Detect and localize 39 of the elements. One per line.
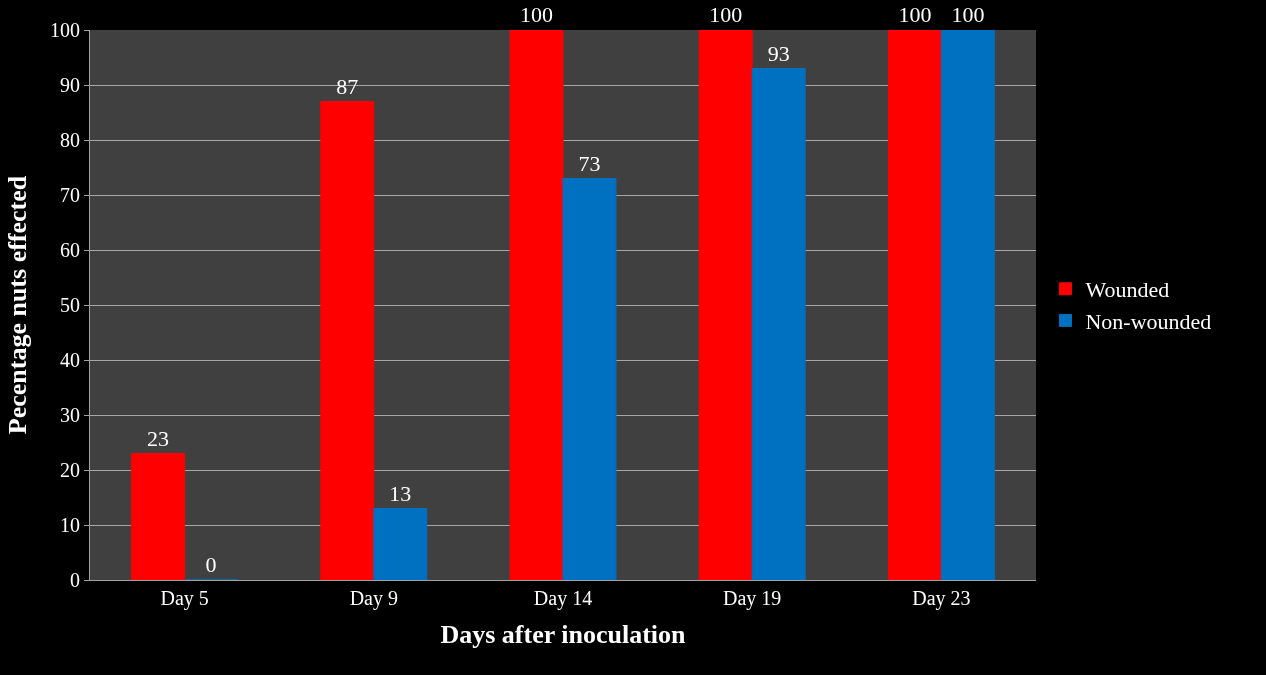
y-axis-title: Pecentage nuts effected	[3, 175, 33, 435]
x-tick-label: Day 23	[912, 587, 971, 610]
data-label: 0	[205, 552, 217, 577]
legend-label: Non-wounded	[1085, 308, 1212, 334]
data-label: 100	[951, 2, 985, 27]
y-tick-label: 40	[60, 349, 80, 371]
y-tick-label: 30	[60, 404, 80, 426]
y-tick-label: 0	[70, 569, 80, 591]
bar	[940, 30, 995, 580]
y-tick-label: 90	[60, 74, 80, 96]
bar	[131, 453, 186, 580]
bar	[562, 178, 617, 580]
y-tick-label: 70	[60, 184, 80, 206]
x-tick-label: Day 14	[533, 587, 593, 610]
y-tick-label: 50	[60, 294, 80, 316]
data-label: 100	[709, 2, 743, 27]
bar	[751, 68, 806, 580]
y-tick-label: 10	[60, 514, 80, 536]
bar	[887, 30, 942, 580]
bar	[320, 101, 375, 580]
x-tick-label: Day 19	[723, 587, 782, 610]
data-label: 23	[147, 425, 170, 451]
data-label: 73	[578, 150, 601, 176]
data-label: 87	[336, 73, 359, 99]
x-tick-label: Day 9	[349, 587, 398, 610]
legend-label: Wounded	[1085, 277, 1170, 303]
bar	[698, 30, 753, 580]
y-tick-label: 60	[60, 239, 80, 261]
data-label: 100	[898, 2, 932, 27]
bar	[509, 30, 564, 580]
x-axis-title: Days after inoculation	[440, 619, 687, 649]
y-tick-label: 100	[50, 19, 80, 41]
data-label: 13	[389, 480, 412, 506]
data-label: 93	[767, 40, 790, 66]
x-tick-label: Day 5	[160, 587, 209, 610]
y-tick-label: 20	[60, 459, 80, 481]
y-tick-label: 80	[60, 129, 80, 151]
bar	[373, 508, 428, 580]
data-label: 100	[520, 2, 554, 27]
